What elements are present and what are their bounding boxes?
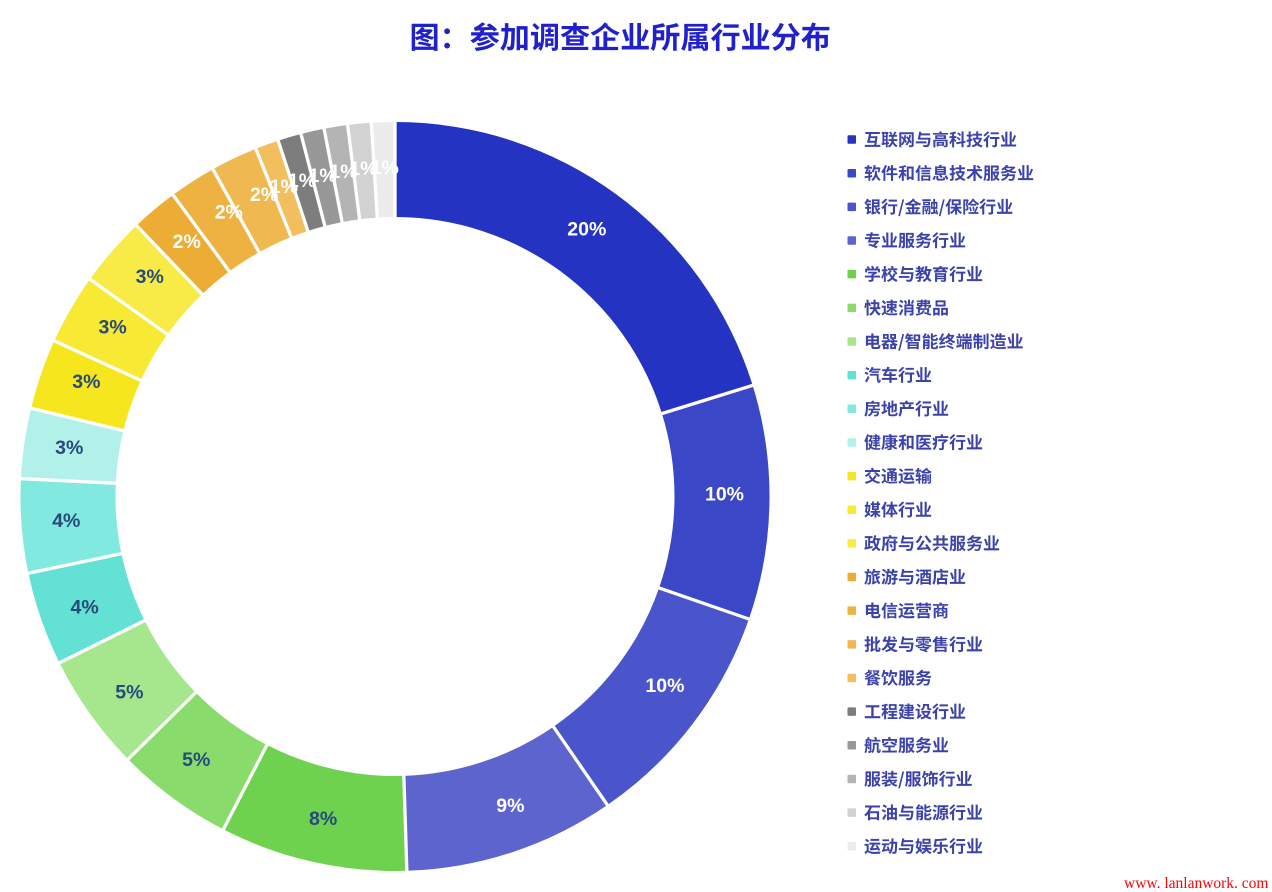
svg-text:2%: 2% (215, 202, 243, 224)
svg-text:1%: 1% (270, 176, 298, 198)
svg-text:3%: 3% (55, 437, 83, 459)
svg-text:1%: 1% (288, 170, 316, 192)
svg-text:4%: 4% (71, 597, 99, 619)
svg-text:3%: 3% (72, 371, 100, 393)
svg-text:3%: 3% (99, 317, 127, 339)
svg-text:1%: 1% (329, 161, 357, 183)
svg-text:1%: 1% (349, 158, 377, 180)
svg-text:3%: 3% (136, 266, 164, 288)
svg-text:10%: 10% (645, 675, 684, 697)
svg-text:www. lanlanwork. com: www. lanlanwork. com (1124, 875, 1269, 892)
svg-text:2%: 2% (173, 231, 201, 253)
svg-text:5%: 5% (115, 681, 143, 703)
svg-text:1%: 1% (309, 165, 337, 187)
svg-text:10%: 10% (705, 484, 744, 506)
svg-text:2%: 2% (250, 184, 278, 206)
svg-text:20%: 20% (567, 218, 606, 240)
svg-text:9%: 9% (496, 795, 524, 817)
svg-text:1%: 1% (371, 157, 399, 179)
svg-text:5%: 5% (182, 749, 210, 771)
svg-text:4%: 4% (52, 510, 80, 532)
svg-text:8%: 8% (309, 808, 337, 830)
